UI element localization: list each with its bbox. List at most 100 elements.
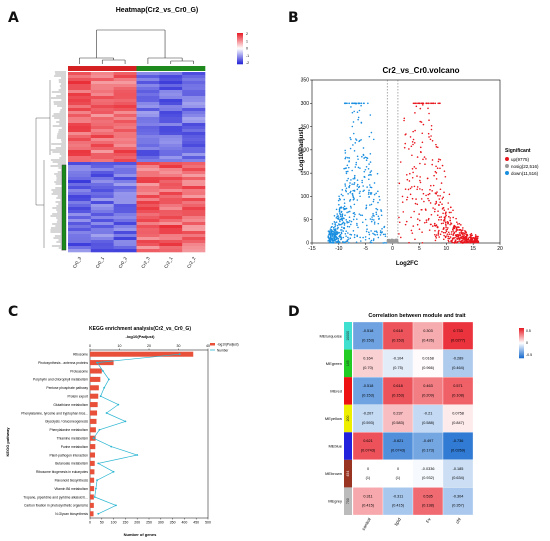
down-gene-point bbox=[373, 193, 376, 196]
up-gene-point bbox=[456, 221, 458, 223]
heatmap-cell bbox=[68, 141, 92, 145]
heatmap-column bbox=[68, 72, 92, 253]
up-gene-point bbox=[441, 197, 444, 200]
correlation-pvalue: (0.173) bbox=[422, 449, 435, 453]
colorbar-step bbox=[237, 53, 243, 55]
down-gene-point bbox=[330, 228, 333, 231]
down-gene-point bbox=[361, 155, 363, 158]
down-gene-point bbox=[347, 177, 350, 180]
down-gene-point bbox=[357, 116, 360, 119]
correlation-pvalue: (0.0269) bbox=[451, 449, 466, 453]
heatmap-cell bbox=[136, 114, 160, 118]
correlation-cell bbox=[352, 432, 384, 461]
heatmap-cell bbox=[182, 195, 206, 199]
down-gene-point bbox=[352, 218, 355, 221]
heatmap-cell bbox=[68, 246, 92, 250]
up-gene-point bbox=[438, 216, 441, 219]
down-gene-point bbox=[351, 169, 353, 172]
down-gene-point bbox=[350, 220, 353, 223]
heatmap-cell bbox=[159, 180, 183, 184]
colorbar-step bbox=[237, 38, 243, 40]
up-gene-point bbox=[450, 206, 452, 209]
colorbar-step bbox=[237, 36, 243, 38]
up-gene-point bbox=[455, 230, 457, 233]
up-gene-point bbox=[457, 237, 459, 240]
up-gene-point bbox=[410, 145, 413, 148]
up-gene-point bbox=[463, 232, 466, 235]
heatmap-cell bbox=[159, 168, 183, 172]
heatmap-cell bbox=[113, 165, 137, 169]
up-gene-point bbox=[455, 242, 458, 244]
heatmap-cell bbox=[136, 213, 160, 217]
up-gene-point bbox=[421, 188, 424, 191]
kegg-bar bbox=[90, 502, 94, 508]
down-gene-point bbox=[359, 139, 361, 142]
down-gene-point bbox=[349, 147, 352, 150]
heatmap-cell bbox=[90, 159, 114, 163]
down-gene-point bbox=[357, 226, 359, 229]
down-gene-point bbox=[348, 210, 351, 213]
down-gene-point bbox=[359, 236, 361, 239]
heatmap-cell bbox=[90, 87, 114, 91]
up-gene-point bbox=[456, 223, 459, 225]
up-gene-point bbox=[450, 222, 453, 225]
up-gene-point bbox=[416, 186, 419, 188]
down-gene-point bbox=[369, 241, 372, 243]
up-gene-point bbox=[426, 177, 429, 180]
up-gene-point bbox=[436, 167, 439, 170]
down-gene-point bbox=[344, 214, 346, 217]
down-gene-point bbox=[370, 170, 373, 172]
up-gene-point bbox=[434, 235, 437, 238]
heatmap-cell bbox=[182, 216, 206, 220]
kegg-ylabel: KEGG pathway bbox=[5, 427, 10, 457]
panel-b-volcano: Cr2_vs_Cr0.volcano -Log10(Padjust) Log2F… bbox=[299, 66, 539, 267]
up-gene-point bbox=[427, 132, 430, 135]
nosig-gene-point bbox=[396, 238, 398, 241]
top-tick-label: 10 bbox=[118, 344, 122, 348]
heatmap-cell bbox=[136, 198, 160, 202]
down-gene-point bbox=[367, 167, 370, 170]
correlation-value: -0.304 bbox=[453, 494, 464, 498]
down-gene-point bbox=[347, 193, 349, 195]
down-gene-point bbox=[361, 221, 364, 224]
heatmap-cell bbox=[159, 216, 183, 220]
colorbar-step bbox=[237, 48, 243, 50]
heatmap-cell bbox=[136, 108, 160, 112]
correlation-pvalue: (0.464) bbox=[452, 366, 465, 370]
module-color-block bbox=[344, 459, 352, 488]
heatmap-cell bbox=[90, 243, 114, 247]
down-gene-point bbox=[340, 193, 343, 196]
down-gene-point bbox=[356, 222, 358, 225]
heatmap-cell bbox=[136, 186, 160, 190]
heatmap-cell bbox=[159, 114, 183, 118]
down-gene-point bbox=[358, 192, 361, 194]
y-tick-label: 0 bbox=[306, 241, 309, 247]
colorbar-step bbox=[519, 340, 524, 342]
down-gene-point bbox=[373, 221, 376, 224]
heatmap-cell bbox=[113, 210, 137, 214]
down-gene-point bbox=[370, 220, 373, 223]
down-gene-point bbox=[335, 208, 338, 211]
up-gene-point bbox=[447, 221, 449, 224]
up-gene-point bbox=[407, 188, 410, 191]
down-gene-point bbox=[339, 213, 342, 216]
heatmap-cell bbox=[136, 102, 160, 106]
heatmap-cell bbox=[136, 216, 160, 220]
colorbar-step bbox=[237, 44, 243, 46]
correlation-value: -0.104 bbox=[393, 356, 404, 360]
up-gene-point bbox=[461, 229, 464, 231]
down-gene-point bbox=[370, 131, 373, 134]
colorbar-step bbox=[519, 328, 524, 330]
heatmap-cell bbox=[90, 210, 114, 214]
up-gene-point bbox=[441, 203, 443, 205]
heatmap-cell bbox=[90, 72, 114, 76]
heatmap-cell bbox=[113, 84, 137, 88]
down-gene-point bbox=[336, 215, 338, 218]
heatmap-cell bbox=[90, 180, 114, 184]
heatmap-cell bbox=[136, 222, 160, 226]
down-gene-point bbox=[340, 238, 342, 241]
kegg-pathway-label: Purine metabolism bbox=[61, 445, 89, 449]
heatmap-cell bbox=[182, 150, 206, 154]
down-gene-point bbox=[339, 206, 342, 209]
colorbar-step bbox=[237, 47, 243, 49]
